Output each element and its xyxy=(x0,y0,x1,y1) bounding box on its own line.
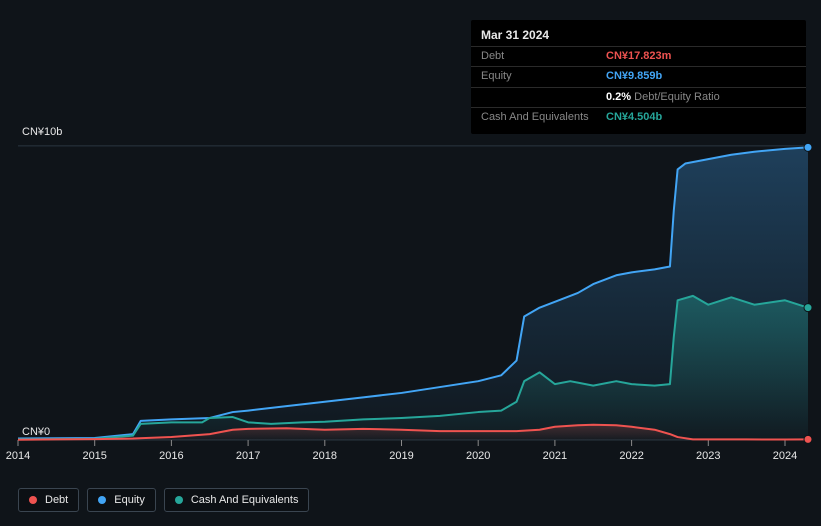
x-tick-label: 2019 xyxy=(389,450,413,462)
ratio-value: 0.2% xyxy=(606,91,631,103)
legend-dot-icon xyxy=(175,496,183,504)
y-tick-label-0: CN¥0 xyxy=(22,426,50,438)
tooltip-row-debt: Debt CN¥17.823m xyxy=(471,46,806,66)
legend-item-cash[interactable]: Cash And Equivalents xyxy=(164,488,310,512)
x-axis-labels: 2014201520162017201820192020202120222023… xyxy=(18,450,808,470)
legend-dot-icon xyxy=(98,496,106,504)
tooltip-date: Mar 31 2024 xyxy=(471,26,806,46)
x-tick-label: 2017 xyxy=(236,450,260,462)
tooltip-label: Equity xyxy=(481,69,606,84)
x-tick-label: 2018 xyxy=(313,450,337,462)
x-tick-label: 2015 xyxy=(82,450,106,462)
tooltip-row-cash: Cash And Equivalents CN¥4.504b xyxy=(471,107,806,127)
y-tick-label-10b: CN¥10b xyxy=(22,126,62,138)
ratio-suffix: Debt/Equity Ratio xyxy=(631,91,720,103)
legend-dot-icon xyxy=(29,496,37,504)
x-tick-label: 2023 xyxy=(696,450,720,462)
x-tick-label: 2024 xyxy=(773,450,797,462)
tooltip-row-ratio: 0.2% Debt/Equity Ratio xyxy=(471,87,806,107)
legend-item-equity[interactable]: Equity xyxy=(87,488,156,512)
x-tick-label: 2016 xyxy=(159,450,183,462)
x-tick-label: 2022 xyxy=(619,450,643,462)
tooltip-row-equity: Equity CN¥9.859b xyxy=(471,66,806,86)
legend-item-debt[interactable]: Debt xyxy=(18,488,79,512)
x-tick-label: 2020 xyxy=(466,450,490,462)
tooltip-value: CN¥17.823m xyxy=(606,49,671,64)
tooltip-label xyxy=(481,90,606,105)
chart-legend: Debt Equity Cash And Equivalents xyxy=(18,488,309,512)
tooltip-label: Debt xyxy=(481,49,606,64)
tooltip-value: CN¥9.859b xyxy=(606,69,662,84)
tooltip-label: Cash And Equivalents xyxy=(481,110,606,125)
x-tick-label: 2014 xyxy=(6,450,30,462)
data-tooltip: Mar 31 2024 Debt CN¥17.823m Equity CN¥9.… xyxy=(471,20,806,134)
legend-label: Equity xyxy=(114,494,145,506)
legend-label: Cash And Equivalents xyxy=(191,494,299,506)
tooltip-value: CN¥4.504b xyxy=(606,110,662,125)
legend-label: Debt xyxy=(45,494,68,506)
x-tick-label: 2021 xyxy=(543,450,567,462)
tooltip-value: 0.2% Debt/Equity Ratio xyxy=(606,90,720,105)
